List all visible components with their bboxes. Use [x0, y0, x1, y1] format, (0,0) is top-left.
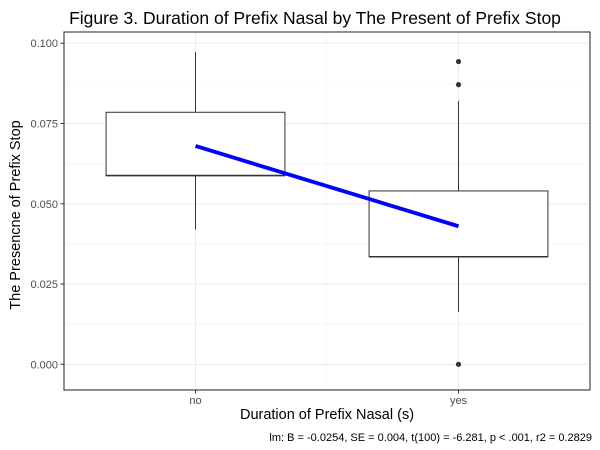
- y-axis-title: The Presencne of Prefix Stop: [8, 120, 24, 309]
- y-tick-label: 0.050: [30, 199, 58, 211]
- y-tick-label: 0.100: [30, 38, 58, 50]
- y-tick-label: 0.025: [30, 279, 58, 291]
- fit-line: [194, 144, 460, 229]
- plot-area: 0.000 0.025 0.050 0.075 0.100 no yes: [30, 31, 591, 407]
- chart-title: Figure 3. Duration of Prefix Nasal by Th…: [69, 8, 561, 28]
- x-tick-label: yes: [450, 395, 468, 407]
- outlier-point: [455, 58, 462, 65]
- x-tick-label: no: [189, 395, 201, 407]
- x-axis-title: Duration of Prefix Nasal (s): [240, 407, 414, 423]
- y-tick-label: 0.000: [30, 359, 58, 371]
- chart-caption: lm: B = -0.0254, SE = 0.004, t(100) = -6…: [269, 432, 592, 444]
- panel-border: [63, 31, 591, 391]
- outlier-point: [455, 361, 462, 367]
- y-tick-label: 0.075: [30, 119, 58, 131]
- outlier-point: [455, 82, 462, 88]
- box-yes: [368, 190, 549, 258]
